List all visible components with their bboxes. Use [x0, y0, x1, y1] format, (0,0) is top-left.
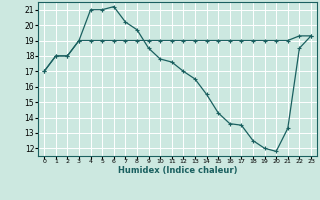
X-axis label: Humidex (Indice chaleur): Humidex (Indice chaleur) — [118, 166, 237, 175]
